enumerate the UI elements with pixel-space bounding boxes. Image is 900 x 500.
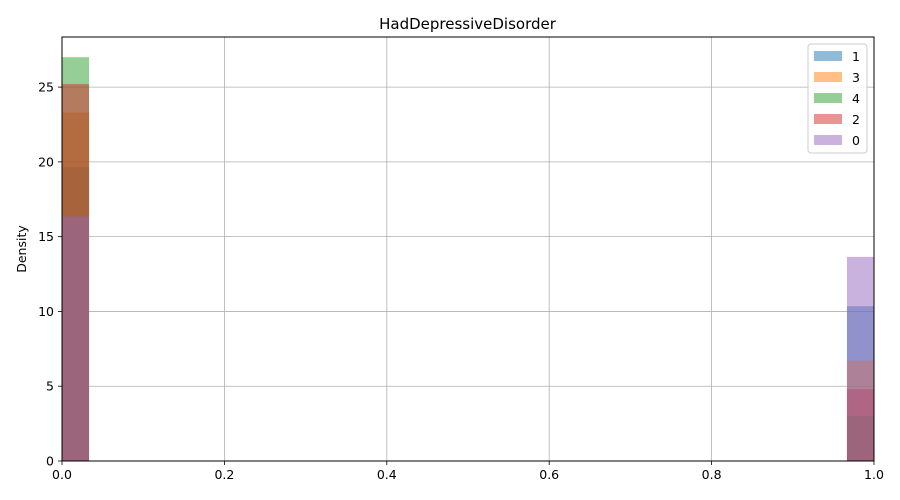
legend-swatch-3 (814, 72, 842, 82)
y-tick-label: 10 (38, 304, 54, 319)
y-tick-label: 20 (38, 154, 54, 169)
x-tick-label: 1.0 (864, 467, 884, 482)
axes (58, 36, 875, 465)
legend-label-1: 1 (852, 49, 860, 64)
legend-label-2: 2 (852, 112, 860, 127)
plot-frame (61, 36, 875, 462)
x-tick-label: 0.0 (52, 467, 72, 482)
legend-swatch-4 (814, 93, 842, 103)
x-tick-label: 0.2 (214, 467, 234, 482)
legend-label-0: 0 (852, 133, 860, 148)
y-tick-label: 25 (38, 80, 54, 95)
legend-swatch-1 (814, 51, 842, 61)
histogram-bars (62, 57, 874, 462)
x-tick-label: 0.6 (539, 467, 559, 482)
legend-label-4: 4 (852, 91, 860, 106)
x-tick-label: 0.8 (702, 467, 722, 482)
y-tick-label: 5 (46, 379, 54, 394)
legend-swatch-0 (814, 135, 842, 145)
bar-series-0-bin-1 (846, 256, 874, 461)
bar-series-0-bin-0 (62, 216, 90, 461)
y-tick-label: 0 (46, 454, 54, 469)
y-axis-label: Density (14, 225, 29, 273)
legend-swatch-2 (814, 114, 842, 124)
chart-title: HadDepressiveDisorder (379, 15, 557, 33)
y-tick-label: 15 (38, 229, 54, 244)
x-tick-label: 0.4 (377, 467, 397, 482)
legend-label-3: 3 (852, 70, 860, 85)
legend: 1 3 4 2 0 (807, 43, 868, 154)
